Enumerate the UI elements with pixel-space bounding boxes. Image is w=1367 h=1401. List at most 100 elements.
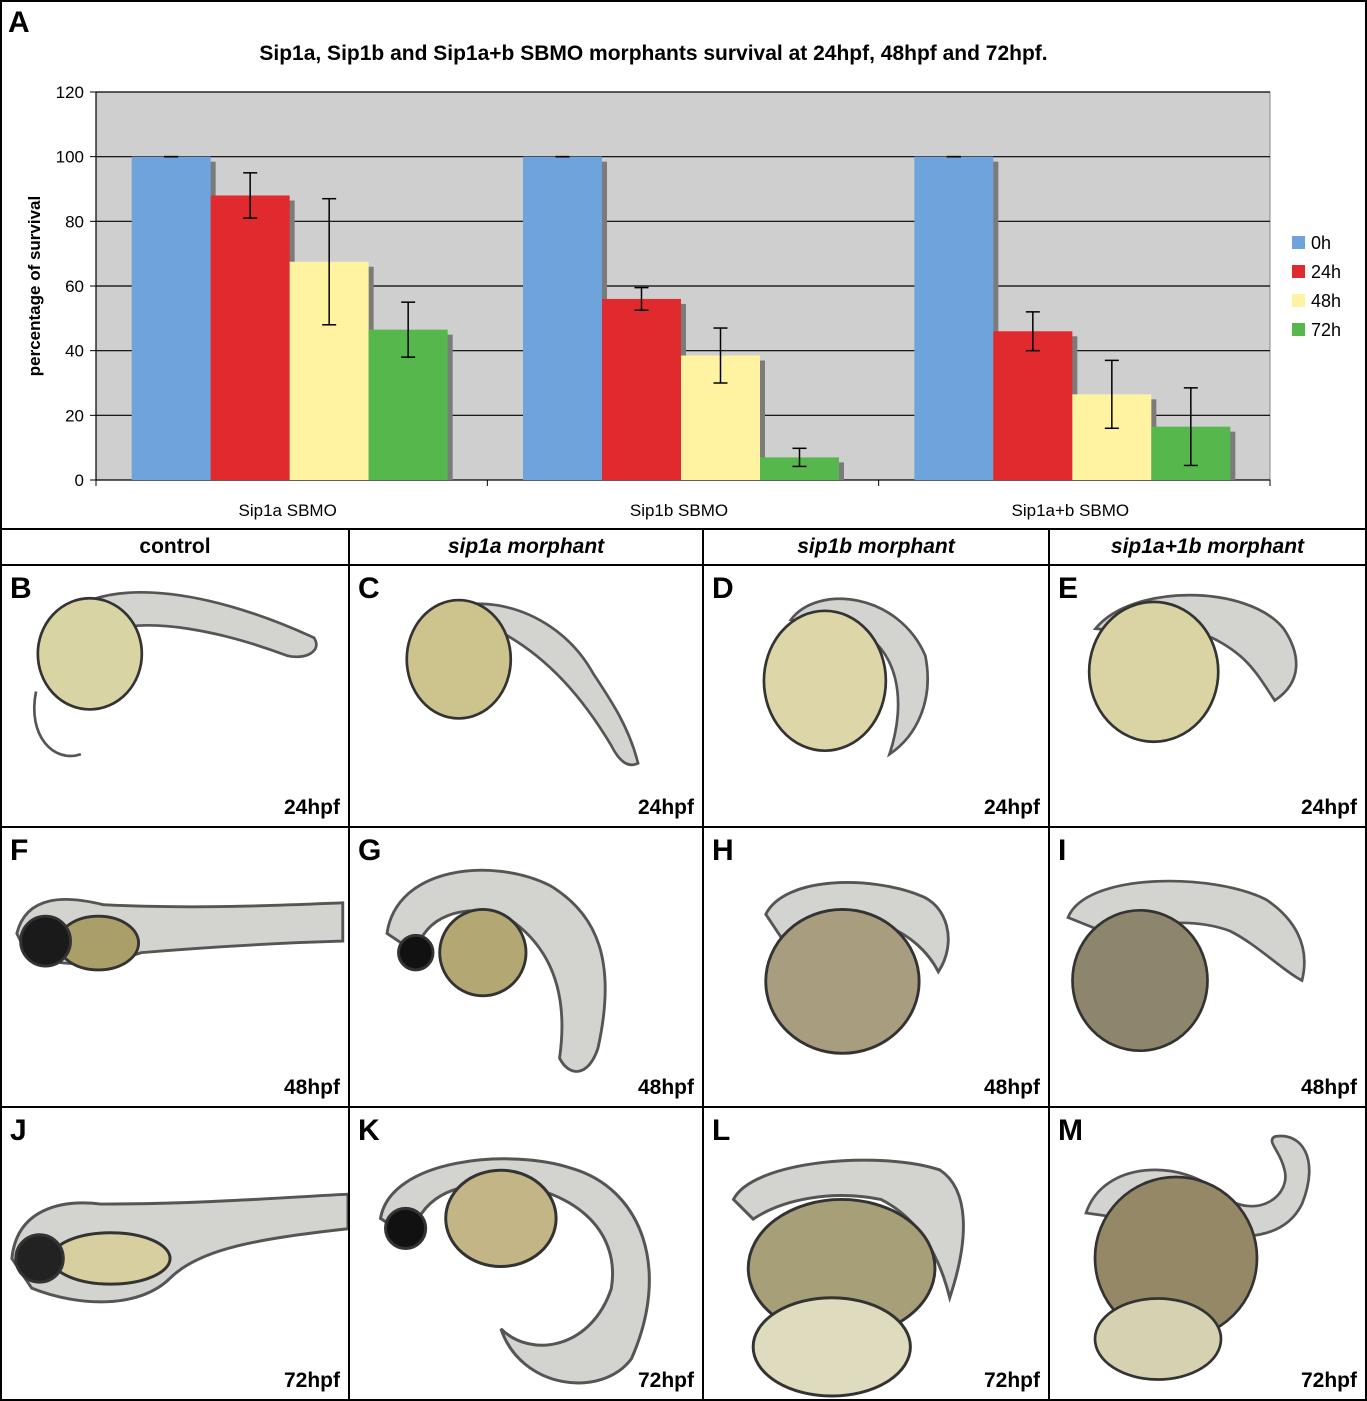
panel-letter: F bbox=[10, 834, 29, 867]
column-header-sip1a: sip1a morphant bbox=[348, 530, 704, 566]
stage-label: 48hpf bbox=[983, 1076, 1040, 1099]
legend-label-24h: 24h bbox=[1311, 262, 1341, 282]
embryo-detail bbox=[14, 1233, 65, 1284]
bar-0h-1 bbox=[523, 156, 602, 480]
stage-label: 48hpf bbox=[283, 1076, 340, 1099]
embryo-yolk bbox=[49, 1231, 172, 1286]
stage-label: 72hpf bbox=[983, 1369, 1040, 1392]
embryo-panel-m: M 72hpf bbox=[1048, 1106, 1367, 1401]
x-category-label: Sip1b SBMO bbox=[630, 501, 728, 520]
panel-letter: E bbox=[1058, 572, 1079, 605]
stage-label: 24hpf bbox=[1300, 796, 1357, 819]
embryo-image bbox=[1084, 1134, 1311, 1381]
embryo-detail bbox=[384, 1206, 428, 1250]
embryo-head-outline bbox=[33, 691, 82, 758]
embryo-image bbox=[33, 590, 318, 758]
embryo-detail bbox=[1093, 1297, 1223, 1381]
embryo-yolk bbox=[1087, 600, 1220, 744]
stage-label: 24hpf bbox=[283, 796, 340, 819]
embryo-body bbox=[1066, 879, 1306, 983]
embryo-panel-f: F 48hpf bbox=[0, 826, 350, 1108]
y-tick-label: 40 bbox=[65, 342, 84, 361]
survival-bar-chart: 0 20 40 60 80 100 120 Sip1a SBMO Sip1b SBMO Sip1a… bbox=[25, 83, 1341, 520]
embryo-yolk bbox=[762, 609, 888, 753]
legend-swatch-48h bbox=[1292, 294, 1305, 307]
embryo-yolk bbox=[36, 596, 144, 711]
panel-letter: G bbox=[358, 834, 382, 867]
embryo-image bbox=[1066, 879, 1306, 1053]
bar-24h-0 bbox=[210, 195, 290, 480]
stage-label: 72hpf bbox=[283, 1369, 340, 1392]
embryo-image bbox=[764, 881, 950, 1055]
bar-24h-1 bbox=[602, 298, 681, 480]
embryo-yolk bbox=[764, 908, 921, 1055]
stage-label: 48hpf bbox=[1300, 1076, 1357, 1099]
bar-24h-2 bbox=[993, 331, 1073, 480]
y-tick-label: 100 bbox=[56, 148, 84, 167]
embryo-panel-l: L 72hpf bbox=[702, 1106, 1050, 1401]
survival-chart-panel: A Sip1a, Sip1b and Sip1a+b SBMO morphant… bbox=[0, 0, 1367, 530]
legend-swatch-72h bbox=[1292, 323, 1305, 336]
x-category-label: Sip1a SBMO bbox=[239, 501, 337, 520]
panel-letter: J bbox=[10, 1114, 27, 1147]
embryo-image bbox=[731, 1158, 965, 1398]
embryo-panel-j: J 72hpf bbox=[0, 1106, 350, 1401]
embryo-panel-e: E 24hpf bbox=[1048, 564, 1367, 828]
column-header-sip1a-1b: sip1a+1b morphant bbox=[1048, 530, 1367, 566]
panel-letter: L bbox=[712, 1114, 731, 1147]
panel-letter: H bbox=[712, 834, 734, 867]
column-header-control: control bbox=[0, 530, 350, 566]
panel-letter: I bbox=[1058, 834, 1067, 867]
embryo-image bbox=[15, 897, 345, 972]
legend-label-48h: 48h bbox=[1311, 291, 1341, 311]
embryo-image bbox=[405, 598, 640, 767]
y-axis-label: percentage of survival bbox=[25, 196, 44, 376]
embryo-panel-k: K 72hpf bbox=[348, 1106, 704, 1401]
embryo-yolk bbox=[438, 908, 528, 998]
embryo-body bbox=[731, 1158, 965, 1303]
stage-label: 24hpf bbox=[637, 796, 694, 819]
chart-title: Sip1a, Sip1b and Sip1a+b SBMO morphants … bbox=[259, 42, 1048, 65]
embryo-image bbox=[762, 597, 929, 758]
embryo-panel-g: G 48hpf bbox=[348, 826, 704, 1108]
panel-letter: M bbox=[1058, 1114, 1083, 1147]
embryo-image bbox=[10, 1192, 348, 1304]
legend-label-0h: 0h bbox=[1311, 233, 1331, 253]
panel-letter: D bbox=[712, 572, 734, 605]
bar-0h-0 bbox=[131, 156, 211, 480]
stage-label: 72hpf bbox=[1300, 1369, 1357, 1392]
stage-label: 24hpf bbox=[983, 796, 1040, 819]
y-tick-label: 80 bbox=[65, 212, 84, 231]
panel-letter: B bbox=[10, 572, 32, 605]
embryo-detail bbox=[19, 914, 72, 968]
bar-0h-2 bbox=[914, 156, 994, 480]
embryo-panel-b: B 24hpf bbox=[0, 564, 350, 828]
embryo-panel-h: H 48hpf bbox=[702, 826, 1050, 1108]
column-header-sip1b: sip1b morphant bbox=[702, 530, 1050, 566]
embryo-yolk bbox=[405, 598, 513, 720]
embryo-image bbox=[385, 868, 607, 1073]
legend-label-72h: 72h bbox=[1311, 320, 1341, 340]
y-tick-label: 60 bbox=[65, 277, 84, 296]
legend-swatch-0h bbox=[1292, 236, 1305, 249]
panel-letter-a: A bbox=[8, 6, 30, 39]
embryo-panel-d: D 24hpf bbox=[702, 564, 1050, 828]
legend-swatch-24h bbox=[1292, 265, 1305, 278]
panel-letter: C bbox=[358, 572, 380, 605]
stage-label: 72hpf bbox=[637, 1369, 694, 1392]
embryo-detail bbox=[751, 1296, 912, 1398]
embryo-panel-c: C 24hpf bbox=[348, 564, 704, 828]
bar-72h-1 bbox=[760, 457, 839, 480]
embryo-detail bbox=[397, 933, 435, 972]
x-category-label: Sip1a+b SBMO bbox=[1012, 501, 1130, 520]
stage-label: 48hpf bbox=[637, 1076, 694, 1099]
panel-letter: K bbox=[358, 1114, 380, 1147]
embryo-image bbox=[378, 1157, 651, 1385]
embryo-yolk bbox=[1071, 908, 1209, 1053]
embryo-panel-i: I 48hpf bbox=[1048, 826, 1367, 1108]
y-tick-label: 0 bbox=[75, 471, 84, 490]
y-tick-label: 120 bbox=[56, 83, 84, 102]
embryo-image bbox=[1087, 593, 1298, 744]
embryo-yolk bbox=[444, 1168, 558, 1269]
